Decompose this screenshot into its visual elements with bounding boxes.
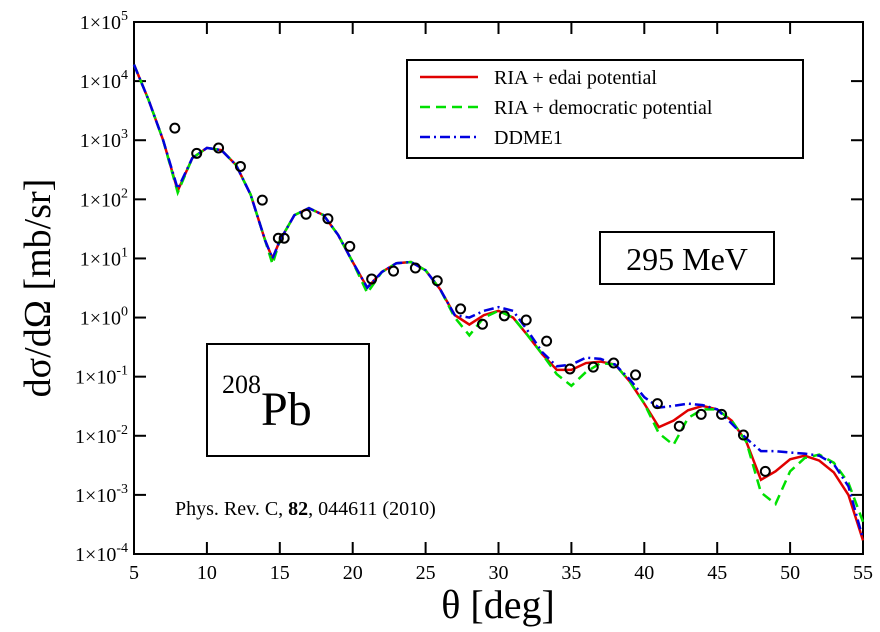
citation-prefix: Phys. Rev. C, (175, 498, 288, 520)
data-point (541, 335, 553, 347)
citation-suffix: , 044611 (2010) (308, 498, 436, 520)
energy-label: 295 MeV (626, 241, 748, 277)
citation: Phys. Rev. C, 82, 044611 (2010) (175, 498, 436, 520)
data-point (651, 398, 663, 410)
y-tick-label: 1×103 (80, 127, 128, 152)
data-point (455, 303, 467, 315)
y-tick-mantissa: 1×10 (80, 130, 121, 152)
data-point (431, 275, 443, 287)
data-point (520, 314, 532, 326)
data-point (737, 429, 749, 441)
y-tick-mantissa: 1×10 (80, 71, 121, 93)
legend-label: RIA + edai potential (494, 67, 657, 89)
y-tick-mantissa: 1×10 (80, 12, 121, 34)
y-tick-exponent: 0 (121, 305, 128, 320)
y-tick-exponent: 1 (121, 245, 128, 260)
y-tick-exponent: -3 (116, 482, 128, 497)
y-tick-exponent: 4 (121, 68, 128, 83)
data-point (608, 357, 620, 369)
nucleus-box (206, 343, 370, 457)
y-tick-mantissa: 1×10 (75, 426, 116, 448)
x-tick-label: 55 (853, 562, 873, 584)
x-tick-label: 35 (561, 562, 581, 584)
nucleus-label: 208Pb (222, 370, 312, 436)
data-point (344, 240, 356, 252)
data-point (366, 273, 378, 285)
legend-label: DDME1 (494, 127, 563, 149)
data-point (476, 318, 488, 330)
data-point (234, 160, 246, 172)
x-tick-label: 45 (707, 562, 727, 584)
nucleus-mass: 208 (222, 370, 261, 399)
y-tick-exponent: 5 (121, 9, 128, 24)
data-point (256, 194, 268, 206)
data-point (300, 208, 312, 220)
y-tick-exponent: 2 (121, 186, 128, 201)
series-line (132, 64, 865, 523)
data-point (587, 361, 599, 373)
y-tick-label: 1×100 (80, 305, 128, 330)
y-tick-label: 1×10-1 (75, 364, 128, 389)
x-tick-label: 20 (343, 562, 363, 584)
y-tick-mantissa: 1×10 (75, 485, 116, 507)
series-line (132, 64, 865, 540)
x-tick-label: 5 (129, 562, 139, 584)
y-tick-exponent: -2 (116, 423, 128, 438)
data-point (759, 465, 771, 477)
x-tick-label: 50 (780, 562, 800, 584)
y-tick-label: 1×102 (80, 186, 128, 211)
data-point (169, 122, 181, 134)
data-point (409, 262, 421, 274)
nucleus-symbol: Pb (261, 383, 312, 436)
y-tick-label: 1×101 (80, 245, 128, 270)
x-axis-label: θ [deg] (441, 582, 555, 627)
y-tick-exponent: 3 (121, 127, 128, 142)
data-point (673, 420, 685, 432)
x-tick-label: 30 (489, 562, 509, 584)
y-tick-exponent: -4 (116, 541, 128, 556)
y-axis-label: dσ/dΩ [mb/sr] (17, 179, 59, 398)
y-tick-label: 1×105 (80, 9, 128, 34)
data-point (695, 408, 707, 420)
data-point (630, 369, 642, 381)
y-tick-label: 1×10-2 (75, 423, 128, 448)
citation-volume: 82 (288, 498, 308, 520)
data-point (498, 310, 510, 322)
y-tick-mantissa: 1×10 (75, 367, 116, 389)
legend-label: RIA + democratic potential (494, 97, 713, 119)
y-tick-mantissa: 1×10 (80, 189, 121, 211)
data-point (388, 265, 400, 277)
y-tick-label: 1×10-3 (75, 482, 128, 507)
x-tick-label: 10 (197, 562, 217, 584)
energy-box (599, 231, 775, 285)
y-tick-mantissa: 1×10 (80, 248, 121, 270)
data-point (564, 363, 576, 375)
y-tick-label: 1×10-4 (75, 541, 128, 566)
y-tick-mantissa: 1×10 (80, 308, 121, 330)
data-point (191, 147, 203, 159)
data-point (278, 232, 290, 244)
x-tick-label: 40 (634, 562, 654, 584)
data-point (322, 213, 334, 225)
y-tick-label: 1×104 (80, 68, 128, 93)
y-tick-mantissa: 1×10 (75, 544, 116, 566)
data-point (213, 142, 225, 154)
x-tick-label: 15 (270, 562, 290, 584)
x-tick-label: 25 (416, 562, 436, 584)
y-tick-exponent: -1 (116, 364, 128, 379)
data-point (272, 232, 284, 244)
data-point (716, 408, 728, 420)
